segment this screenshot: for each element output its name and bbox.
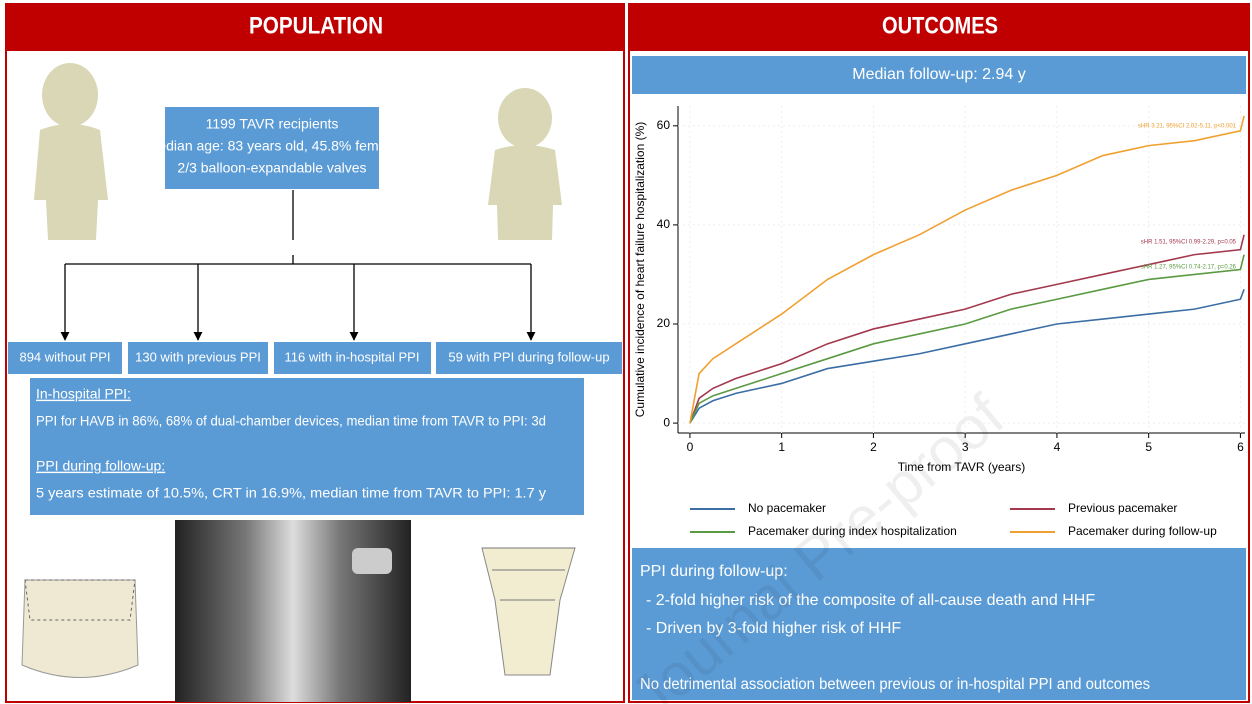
x-tick-label: 3: [962, 440, 969, 454]
section-header: POPULATION: [249, 12, 383, 39]
summary-line: 1199 TAVR recipients: [206, 116, 339, 132]
annotation: sHR 1.51, 95%CI 0.99-2.29, p=0.05: [1141, 240, 1237, 246]
y-tick-label: 60: [657, 118, 671, 132]
y-tick-label: 40: [657, 217, 671, 231]
valve-image: [481, 547, 576, 676]
detail-text: 5 years estimate of 10.5%, CRT in 16.9%,…: [36, 485, 546, 501]
series-line: [689, 254, 1245, 424]
group-label: 130 with previous PPI: [135, 349, 261, 364]
y-tick-label: 20: [657, 316, 671, 330]
x-tick-label: 6: [1237, 440, 1244, 454]
x-tick-label: 5: [1145, 440, 1152, 454]
panel-frame: [628, 49, 1250, 703]
person-icon: [488, 88, 562, 240]
y-tick-label: 0: [663, 415, 670, 429]
findings-heading: PPI during follow-up:: [640, 563, 788, 580]
annotation: sHR 1.27, 95%CI 0.74-2.17, p=0.26: [1141, 265, 1237, 271]
section-header: OUTCOMES: [882, 12, 998, 39]
x-tick-label: 4: [1054, 440, 1061, 454]
y-axis-label: Cumulative incidence of heart failure ho…: [633, 122, 647, 417]
legend-label: Pacemaker during follow-up: [1068, 524, 1217, 538]
findings-item: - 2-fold higher risk of the composite of…: [646, 592, 1095, 609]
x-tick-label: 2: [870, 440, 877, 454]
group-label: 116 with in-hospital PPI: [285, 349, 420, 364]
findings-item: - Driven by 3-fold higher risk of HHF: [646, 620, 901, 637]
findings-conclusion: No detrimental association between previ…: [640, 676, 1150, 693]
group-label: 894 without PPI: [19, 349, 110, 364]
follow-up-box: [632, 56, 1246, 94]
detail-heading: PPI during follow-up:: [36, 458, 165, 474]
findings-box: [632, 548, 1246, 700]
x-tick-label: 0: [687, 440, 694, 454]
summary-box: [165, 107, 379, 189]
annotation: sHR 3.21, 95%CI 2.02-5.11, p<0.001: [1138, 124, 1237, 130]
legend-label: Previous pacemaker: [1068, 501, 1177, 515]
series-line: [689, 115, 1245, 424]
legend-label: Pacemaker during index hospitalization: [748, 524, 957, 538]
header-band: [5, 3, 625, 49]
xray-image: [175, 520, 411, 702]
series-line: [689, 234, 1245, 424]
detail-heading: In-hospital PPI:: [36, 386, 131, 402]
flow-connector: [60, 190, 536, 341]
x-tick-label: 1: [778, 440, 785, 454]
group-box: [8, 342, 622, 374]
x-axis-label: Time from TAVR (years): [898, 460, 1026, 474]
legend-label: No pacemaker: [748, 501, 826, 515]
follow-up-label: Median follow-up: 2.94 y: [852, 66, 1025, 83]
person-icon: [34, 63, 108, 240]
summary-line: Median age: 83 years old, 45.8% female: [147, 138, 398, 154]
valve-image: [21, 579, 139, 678]
header-band: [628, 3, 1250, 49]
detail-text: PPI for HAVB in 86%, 68% of dual-chamber…: [36, 413, 546, 429]
series-line: [689, 289, 1245, 424]
pacemaker-image: [352, 548, 392, 574]
summary-line: 2/3 balloon-expandable valves: [177, 160, 366, 176]
group-label: 59 with PPI during follow-up: [448, 349, 609, 364]
details-box: [30, 378, 584, 515]
